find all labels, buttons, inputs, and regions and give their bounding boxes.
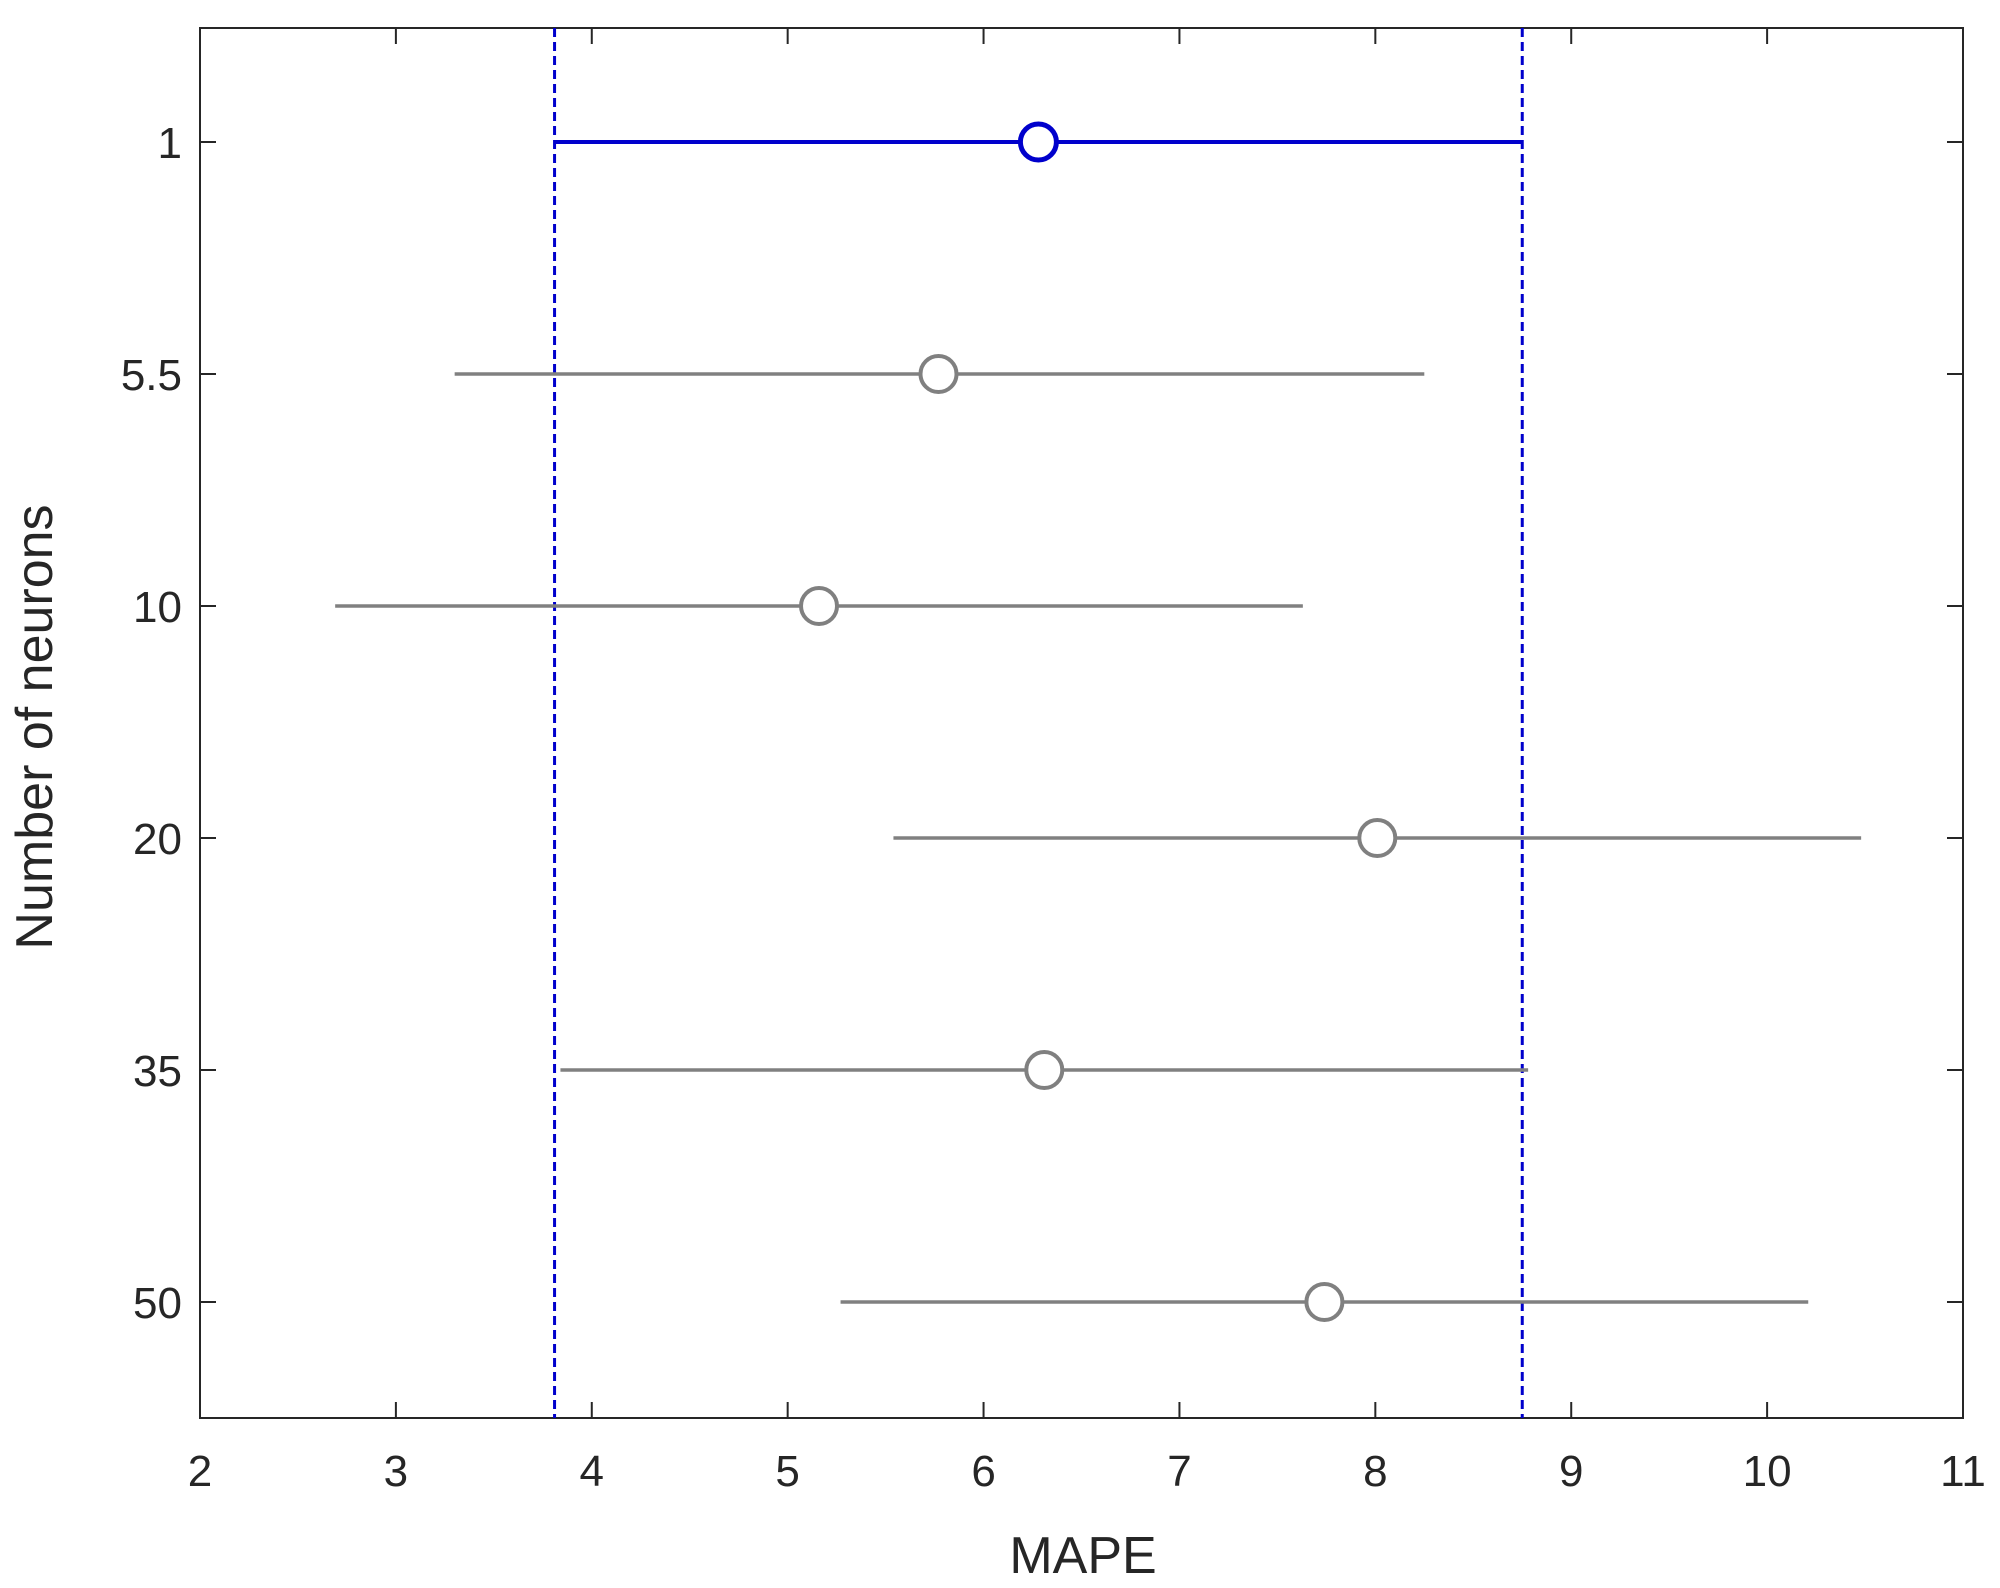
x-tick-label: 11 <box>1940 1447 1986 1496</box>
x-tick-label: 9 <box>1559 1447 1583 1496</box>
axes <box>199 27 1964 1419</box>
y-tick-label: 50 <box>133 1279 182 1328</box>
mean-marker <box>1304 1282 1345 1322</box>
y-axis-title: Number of neurons <box>6 504 64 949</box>
x-tick-label: 4 <box>580 1447 604 1496</box>
x-axis-title: MAPE <box>1009 1527 1156 1585</box>
plot-frame <box>199 27 1964 1419</box>
y-tick-label: 10 <box>133 583 182 632</box>
mean-marker <box>1017 121 1059 163</box>
labels: MAPE Number of neurons 2 3 4 5 6 7 8 9 10 1115.51… <box>6 119 1986 1585</box>
x-tick-label: 7 <box>1167 1447 1191 1496</box>
y-tick-label: 5.5 <box>121 351 182 400</box>
x-tick-label: 8 <box>1363 1447 1387 1496</box>
x-tick-label: 2 <box>188 1447 212 1496</box>
reference-lines <box>553 28 1524 1418</box>
mean-marker <box>1024 1050 1065 1090</box>
x-tick-label: 5 <box>775 1447 799 1496</box>
mean-marker <box>918 354 959 394</box>
x-tick-label: 3 <box>384 1447 408 1496</box>
x-tick-label: 10 <box>1743 1447 1792 1496</box>
data-series <box>335 121 1862 1322</box>
mean-marker <box>799 586 840 626</box>
mean-marker <box>1357 818 1398 858</box>
y-tick-label: 35 <box>133 1047 182 1096</box>
x-tick-label: 6 <box>971 1447 995 1496</box>
y-tick-label: 20 <box>133 815 182 864</box>
y-tick-label: 1 <box>158 119 182 168</box>
